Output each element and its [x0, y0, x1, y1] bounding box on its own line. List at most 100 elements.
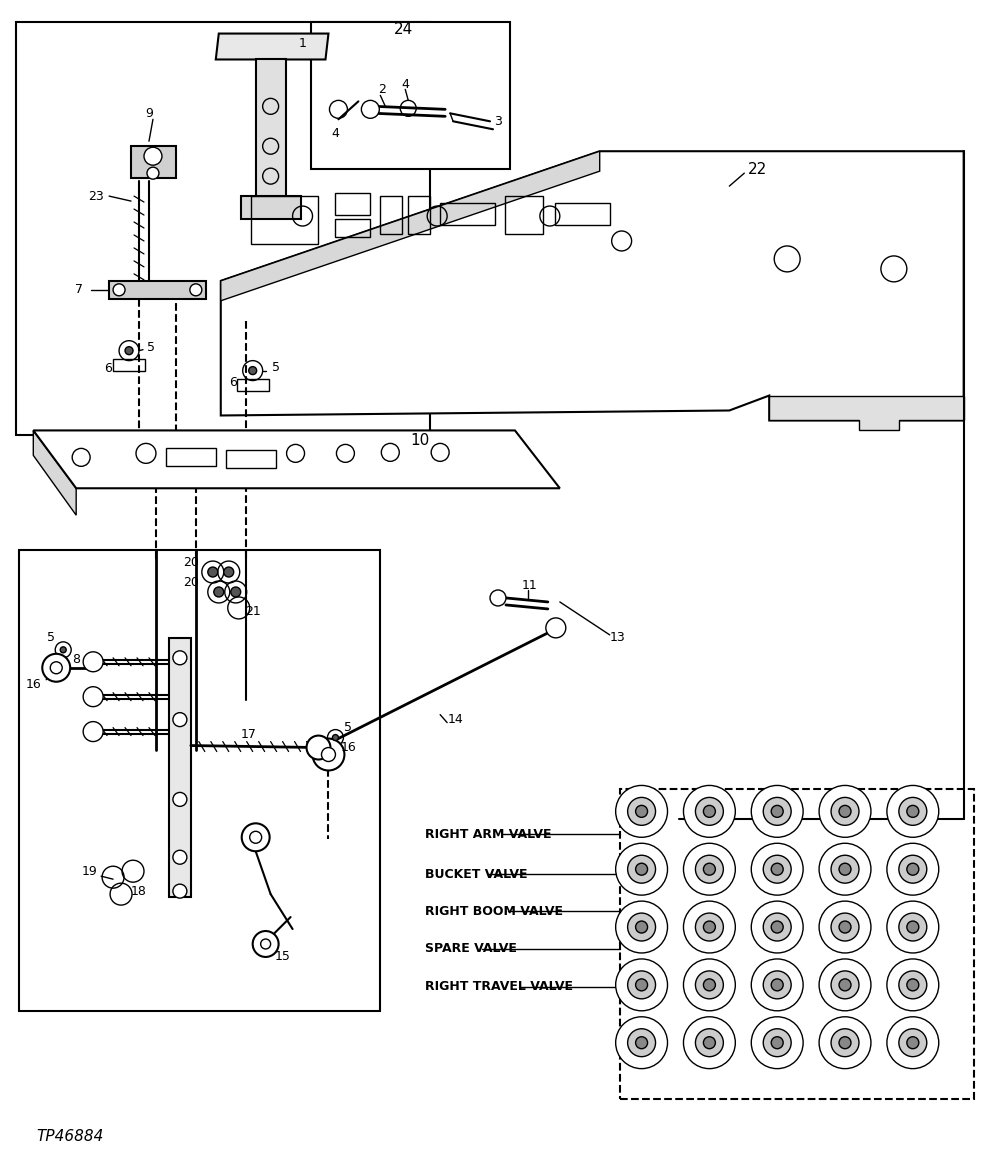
- Bar: [380, 196, 402, 234]
- Circle shape: [899, 856, 927, 883]
- Circle shape: [899, 971, 927, 998]
- Circle shape: [333, 734, 339, 740]
- Circle shape: [616, 843, 667, 895]
- Circle shape: [899, 913, 927, 941]
- Circle shape: [887, 901, 939, 953]
- Circle shape: [704, 921, 716, 933]
- Polygon shape: [221, 151, 963, 421]
- Circle shape: [695, 1029, 724, 1057]
- Text: RIGHT BOOM VALVE: RIGHT BOOM VALVE: [425, 905, 563, 918]
- Circle shape: [887, 843, 939, 895]
- Bar: [237, 379, 268, 390]
- Circle shape: [831, 856, 859, 883]
- Circle shape: [704, 863, 716, 876]
- Circle shape: [628, 971, 655, 998]
- Text: 5: 5: [271, 361, 279, 374]
- Circle shape: [771, 805, 783, 817]
- Polygon shape: [216, 34, 329, 60]
- Text: 5: 5: [345, 721, 352, 734]
- Polygon shape: [241, 196, 301, 219]
- Text: 11: 11: [522, 580, 538, 593]
- Circle shape: [695, 971, 724, 998]
- Circle shape: [704, 805, 716, 817]
- Circle shape: [252, 931, 278, 957]
- Circle shape: [616, 959, 667, 1011]
- Circle shape: [636, 805, 647, 817]
- Circle shape: [840, 1037, 851, 1049]
- Text: 4: 4: [332, 126, 340, 140]
- Circle shape: [704, 1037, 716, 1049]
- Text: 5: 5: [147, 341, 155, 354]
- Bar: [131, 146, 176, 178]
- Circle shape: [545, 618, 566, 638]
- Circle shape: [636, 978, 647, 991]
- Circle shape: [83, 652, 103, 672]
- Text: 22: 22: [747, 161, 767, 177]
- Circle shape: [628, 797, 655, 825]
- Text: 15: 15: [274, 950, 290, 963]
- Circle shape: [819, 843, 871, 895]
- Circle shape: [242, 823, 269, 851]
- Bar: [441, 203, 495, 224]
- Circle shape: [248, 367, 256, 374]
- Circle shape: [840, 805, 851, 817]
- Circle shape: [173, 713, 187, 727]
- Circle shape: [260, 939, 270, 949]
- Circle shape: [763, 856, 791, 883]
- Circle shape: [763, 797, 791, 825]
- Circle shape: [628, 856, 655, 883]
- Circle shape: [616, 901, 667, 953]
- Text: SPARE VALVE: SPARE VALVE: [425, 942, 517, 955]
- Circle shape: [907, 805, 919, 817]
- Circle shape: [695, 913, 724, 941]
- Polygon shape: [255, 60, 285, 201]
- Circle shape: [249, 831, 261, 843]
- Circle shape: [190, 284, 202, 296]
- Bar: [17, 21, 431, 435]
- Polygon shape: [34, 430, 559, 489]
- Circle shape: [819, 786, 871, 837]
- Circle shape: [831, 797, 859, 825]
- Circle shape: [907, 921, 919, 933]
- Circle shape: [214, 587, 224, 597]
- Text: 10: 10: [411, 433, 430, 448]
- Circle shape: [173, 850, 187, 864]
- Circle shape: [831, 971, 859, 998]
- Circle shape: [636, 921, 647, 933]
- Circle shape: [231, 587, 241, 597]
- Circle shape: [763, 971, 791, 998]
- Circle shape: [683, 1017, 736, 1068]
- Circle shape: [899, 1029, 927, 1057]
- Text: 5: 5: [48, 631, 55, 644]
- Circle shape: [60, 646, 66, 652]
- Bar: [408, 196, 431, 234]
- Circle shape: [113, 284, 125, 296]
- Circle shape: [899, 797, 927, 825]
- Text: 16: 16: [26, 678, 42, 691]
- Circle shape: [771, 863, 783, 876]
- Circle shape: [840, 863, 851, 876]
- Circle shape: [887, 1017, 939, 1068]
- Bar: [336, 219, 370, 237]
- Text: 13: 13: [610, 631, 626, 644]
- Circle shape: [683, 786, 736, 837]
- Circle shape: [840, 978, 851, 991]
- Text: 3: 3: [494, 115, 502, 127]
- Polygon shape: [769, 395, 963, 430]
- Circle shape: [50, 662, 62, 673]
- Circle shape: [907, 863, 919, 876]
- Text: 14: 14: [447, 713, 463, 726]
- Circle shape: [144, 147, 162, 165]
- Text: 4: 4: [401, 78, 409, 91]
- Circle shape: [751, 843, 803, 895]
- Text: 18: 18: [131, 885, 147, 898]
- Circle shape: [695, 797, 724, 825]
- Circle shape: [763, 1029, 791, 1057]
- Text: 16: 16: [341, 741, 356, 754]
- Circle shape: [307, 735, 331, 760]
- Circle shape: [840, 921, 851, 933]
- Circle shape: [751, 959, 803, 1011]
- Circle shape: [43, 653, 70, 682]
- Circle shape: [763, 913, 791, 941]
- Bar: [505, 196, 543, 234]
